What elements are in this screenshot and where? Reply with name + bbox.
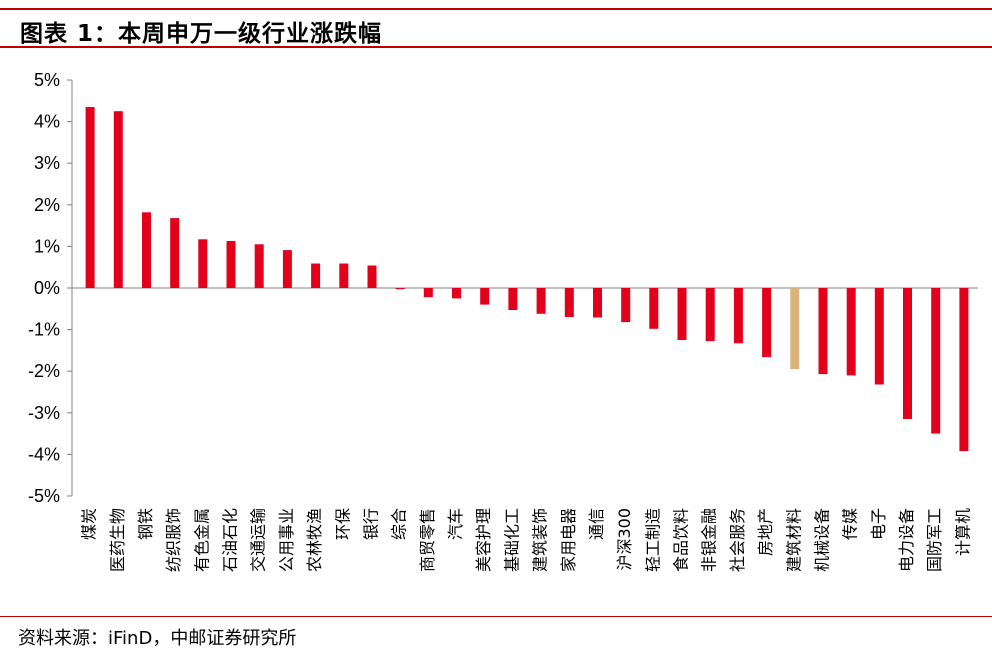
bar-15 bbox=[480, 288, 490, 305]
y-tick-label: 1% bbox=[34, 236, 60, 256]
bar-2 bbox=[113, 111, 123, 288]
x-tick-label: 家用电器 bbox=[559, 508, 578, 572]
source-note: 资料来源：iFinD，中邮证券研究所 bbox=[18, 628, 297, 649]
bottom-rule bbox=[0, 616, 992, 617]
bar-1 bbox=[85, 107, 95, 288]
y-tick-label: 5% bbox=[34, 70, 60, 90]
bar-3 bbox=[142, 212, 151, 288]
x-tick-label: 社会服务 bbox=[728, 508, 747, 572]
x-tick-label: 美容护理 bbox=[474, 508, 493, 572]
y-tick-label: -4% bbox=[28, 444, 60, 464]
bar-17 bbox=[536, 288, 546, 314]
bar-32 bbox=[959, 288, 969, 452]
bar-19 bbox=[593, 288, 602, 318]
y-tick-label: 2% bbox=[34, 195, 60, 215]
bar-28 bbox=[846, 288, 856, 376]
bar-20 bbox=[621, 288, 631, 323]
y-tick-label: 3% bbox=[34, 153, 60, 173]
x-tick-label: 基础化工 bbox=[502, 508, 521, 572]
bar-14 bbox=[452, 288, 461, 299]
bar-5 bbox=[198, 239, 208, 288]
bar-24 bbox=[733, 288, 743, 344]
x-tick-label: 传媒 bbox=[841, 508, 860, 540]
x-tick-label: 通信 bbox=[587, 508, 606, 540]
x-tick-label: 房地产 bbox=[756, 508, 775, 556]
x-tick-label: 建筑材料 bbox=[784, 508, 803, 572]
y-tick-label: 0% bbox=[34, 278, 60, 298]
bar-31 bbox=[931, 288, 941, 434]
x-tick-label: 非银金融 bbox=[700, 508, 719, 572]
bar-12 bbox=[395, 288, 405, 290]
y-tick-label: -3% bbox=[28, 403, 60, 423]
x-tick-label: 银行 bbox=[362, 508, 381, 540]
x-tick-label: 医药生物 bbox=[108, 508, 127, 572]
x-tick-label: 环保 bbox=[333, 508, 352, 540]
x-tick-label: 计算机 bbox=[953, 508, 972, 556]
x-tick-label: 沪深300 bbox=[615, 508, 634, 571]
x-tick-label: 电子 bbox=[869, 508, 888, 540]
bar-26 bbox=[790, 288, 800, 370]
bar-7 bbox=[254, 244, 264, 288]
x-tick-label: 建筑装饰 bbox=[531, 508, 550, 572]
x-tick-label: 轻工制造 bbox=[643, 508, 662, 572]
y-tick-label: -5% bbox=[28, 486, 60, 506]
bar-16 bbox=[508, 288, 518, 310]
bar-29 bbox=[874, 288, 884, 385]
x-tick-label: 有色金属 bbox=[192, 508, 211, 572]
x-tick-label: 食品饮料 bbox=[672, 508, 691, 572]
x-tick-label: 商贸零售 bbox=[418, 508, 437, 572]
x-tick-label: 汽车 bbox=[446, 508, 465, 540]
bar-27 bbox=[818, 288, 828, 375]
bar-30 bbox=[903, 288, 912, 419]
bar-4 bbox=[170, 218, 180, 288]
bar-9 bbox=[311, 263, 321, 288]
bar-25 bbox=[762, 288, 772, 358]
y-tick-label: -2% bbox=[28, 361, 60, 381]
x-tick-label: 综合 bbox=[390, 508, 409, 540]
x-axis-labels: 煤炭 医药生物 钢铁 纺织服饰 有色金属 石油石化 交通运输 公用事业 农林牧渔 环保 银行 综合 商贸… bbox=[80, 508, 973, 572]
figure-title: 图表 1：本周申万一级行业涨跌幅 bbox=[20, 21, 383, 47]
bar-18 bbox=[564, 288, 574, 318]
bar-10 bbox=[339, 263, 349, 288]
bar-11 bbox=[367, 265, 377, 288]
x-tick-label: 交通运输 bbox=[249, 508, 268, 572]
bar-6 bbox=[226, 241, 236, 288]
bar-22 bbox=[677, 288, 687, 340]
x-tick-label: 钢铁 bbox=[136, 508, 155, 540]
bar-21 bbox=[649, 288, 659, 329]
y-tick-label: 4% bbox=[34, 112, 60, 132]
bars bbox=[85, 107, 969, 452]
x-tick-label: 公用事业 bbox=[277, 508, 296, 572]
x-tick-label: 煤炭 bbox=[80, 508, 99, 540]
bar-13 bbox=[423, 288, 433, 298]
y-tick-label: -1% bbox=[28, 320, 60, 340]
top-rule bbox=[0, 8, 992, 10]
title-rule bbox=[0, 46, 992, 48]
bar-8 bbox=[282, 250, 292, 288]
x-tick-label: 石油石化 bbox=[221, 508, 240, 572]
bar-23 bbox=[705, 288, 715, 342]
y-axis: 5% 4% 3% 2% 1% 0% -1% -2% -3% -4% -5% bbox=[28, 70, 978, 506]
x-tick-label: 机械设备 bbox=[813, 508, 832, 572]
x-tick-label: 纺织服饰 bbox=[164, 508, 183, 572]
x-tick-label: 国防军工 bbox=[925, 508, 944, 572]
x-tick-label: 电力设备 bbox=[897, 508, 916, 572]
bar-chart: 5% 4% 3% 2% 1% 0% -1% -2% -3% -4% -5% 煤炭 医药生物 钢铁 纺织服饰… bbox=[28, 70, 978, 572]
x-tick-label: 农林牧渔 bbox=[305, 508, 324, 572]
